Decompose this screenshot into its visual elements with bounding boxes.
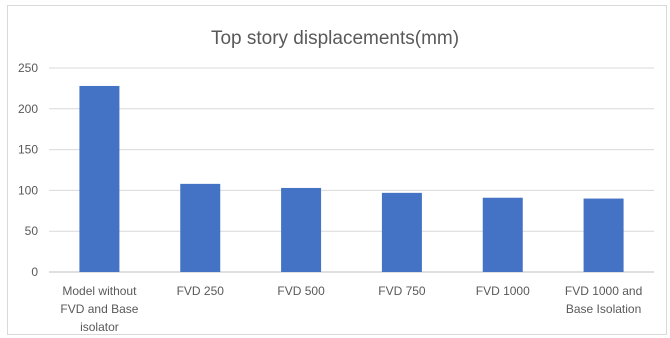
- y-tick-label: 200: [18, 102, 38, 116]
- bar: [583, 198, 624, 272]
- x-category-label: FVD 1000: [476, 284, 530, 298]
- gridlines: [49, 67, 654, 273]
- x-category-label: FVD 750: [378, 284, 426, 298]
- y-tick-label: 50: [25, 224, 39, 238]
- y-tick-label: 250: [18, 61, 38, 75]
- x-category-label: FVD 1000 and Base Isolation: [565, 284, 642, 316]
- bar: [482, 197, 523, 272]
- bar: [180, 183, 221, 272]
- bar: [381, 192, 422, 272]
- x-category-label: FVD 250: [177, 284, 225, 298]
- chart-title: Top story displacements(mm): [211, 28, 459, 49]
- bar: [281, 187, 322, 272]
- y-tick-label: 150: [18, 143, 38, 157]
- y-tick-label: 0: [31, 265, 38, 279]
- y-axis-ticks: 0 50 100 150 200 250: [18, 61, 38, 279]
- bar: [79, 85, 120, 273]
- x-axis-labels: Model without FVD and Base isolator FVD 250…: [60, 284, 642, 334]
- bars: [79, 85, 624, 273]
- x-category-label: Model without FVD and Base isolator: [60, 284, 138, 334]
- y-tick-label: 100: [18, 183, 38, 197]
- x-category-label: FVD 500: [277, 284, 325, 298]
